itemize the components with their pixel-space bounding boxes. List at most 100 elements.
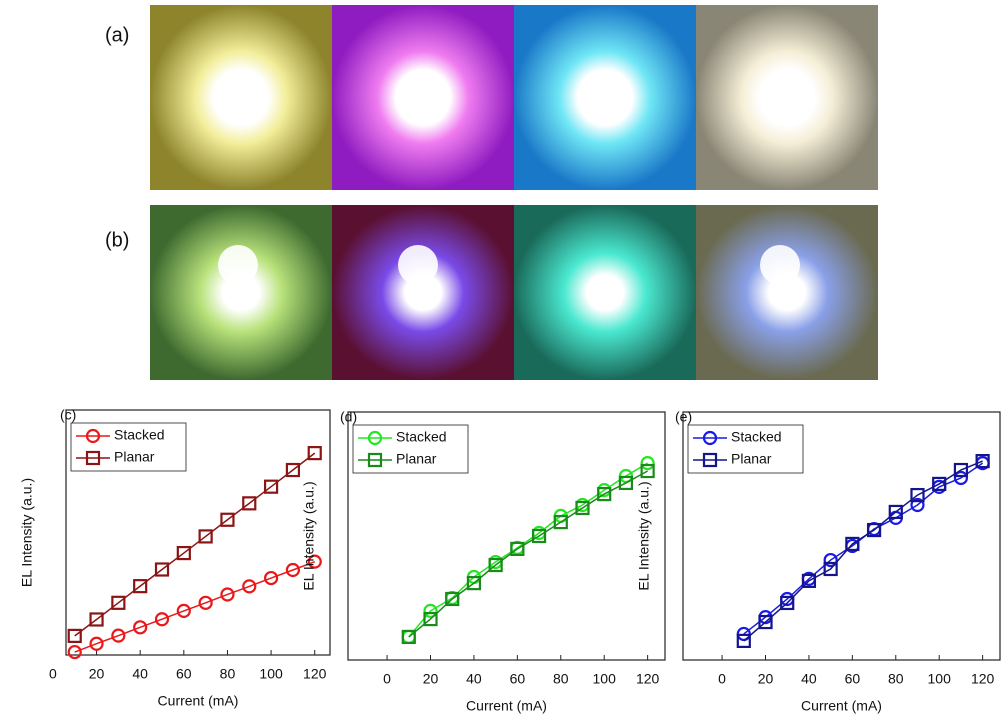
x-tick-label: 80: [553, 671, 569, 687]
marker: [910, 497, 925, 513]
legend-marker: [367, 452, 383, 468]
legend-marker: [702, 452, 718, 468]
marker: [263, 479, 279, 494]
photo: [150, 205, 332, 380]
marker: [531, 528, 547, 544]
marker: [445, 591, 460, 607]
marker: [510, 541, 525, 556]
marker: [242, 496, 257, 511]
photo: [514, 5, 696, 190]
marker: [423, 611, 438, 627]
marker: [640, 455, 655, 471]
series-line: [74, 560, 315, 653]
photo: [696, 5, 878, 190]
marker: [67, 628, 82, 643]
marker: [133, 579, 148, 594]
legend-label: Stacked: [396, 429, 447, 445]
x-axis-label: Current (mA): [801, 698, 882, 714]
marker: [242, 579, 257, 594]
marker: [263, 570, 279, 586]
x-tick-label: 20: [423, 671, 439, 687]
marker: [932, 476, 947, 492]
plot-frame: [682, 411, 1001, 661]
marker: [975, 454, 990, 469]
row-label: (b): [105, 229, 129, 251]
legend-label: Planar: [396, 451, 437, 467]
marker: [89, 636, 104, 651]
y-axis-label: EL Intensity (a.u.): [636, 481, 652, 590]
marker: [466, 576, 482, 591]
row-label: (a): [105, 24, 129, 46]
series-line: [743, 460, 983, 642]
x-tick-label: 20: [758, 671, 774, 687]
marker: [285, 462, 301, 478]
marker: [597, 486, 612, 502]
marker: [866, 522, 882, 538]
marker: [401, 629, 416, 645]
marker: [307, 554, 322, 569]
photos: [150, 5, 878, 380]
chart-title: (c): [60, 407, 76, 423]
marker: [307, 446, 322, 461]
marker: [111, 628, 126, 643]
y-axis-label: EL Intensity (a.u.): [19, 478, 35, 587]
legend-marker: [367, 430, 383, 446]
marker: [823, 561, 838, 577]
chart-title: (e): [675, 409, 692, 425]
legend-label: Planar: [114, 449, 155, 465]
marker: [67, 644, 82, 660]
marker: [176, 603, 191, 619]
marker: [133, 620, 148, 635]
photo: [332, 5, 514, 190]
x-tick-label: 60: [510, 671, 526, 687]
plot-frame: [347, 411, 666, 661]
photo: [696, 205, 878, 380]
marker: [640, 463, 655, 479]
x-tick-label: 0: [718, 671, 726, 687]
marker: [736, 633, 751, 649]
series-line: [408, 462, 649, 638]
marker: [953, 462, 969, 478]
x-tick-label: 0: [383, 671, 391, 687]
marker: [89, 612, 104, 627]
legend-box: [70, 422, 187, 472]
x-axis-label: Current (mA): [466, 698, 547, 714]
marker: [176, 545, 191, 561]
x-tick-label: 0: [49, 666, 57, 682]
marker: [575, 500, 590, 516]
x-tick-label: 100: [259, 666, 283, 682]
y-axis-label: EL Intensity (a.u.): [301, 481, 317, 590]
x-tick-label: 60: [845, 671, 861, 687]
x-tick-label: 100: [928, 671, 952, 687]
x-tick-label: 80: [220, 666, 236, 682]
x-tick-label: 40: [132, 666, 148, 682]
marker: [910, 487, 925, 503]
marker: [488, 557, 503, 573]
legend-label: Stacked: [114, 427, 165, 443]
x-tick-label: 20: [89, 666, 105, 682]
x-tick-label: 80: [888, 671, 904, 687]
x-axis-label: Current (mA): [158, 693, 239, 709]
marker: [423, 603, 438, 618]
marker: [111, 595, 126, 610]
marker: [198, 595, 213, 610]
x-tick-label: 60: [176, 666, 192, 682]
legend-label: Stacked: [731, 429, 782, 445]
marker: [953, 470, 969, 486]
legend-box: [687, 424, 804, 474]
series-line: [408, 470, 648, 638]
photo-glow: [218, 245, 258, 285]
marker: [823, 552, 838, 568]
plot-frame: [65, 409, 331, 656]
series-line: [74, 452, 316, 637]
x-tick-label: 120: [636, 671, 660, 687]
marker: [801, 573, 817, 588]
marker: [780, 595, 795, 611]
marker: [618, 475, 634, 491]
series-line: [743, 462, 984, 635]
x-tick-label: 40: [801, 671, 817, 687]
legend-marker: [702, 430, 718, 446]
legend-box: [352, 424, 469, 474]
photo-glow: [398, 245, 438, 285]
